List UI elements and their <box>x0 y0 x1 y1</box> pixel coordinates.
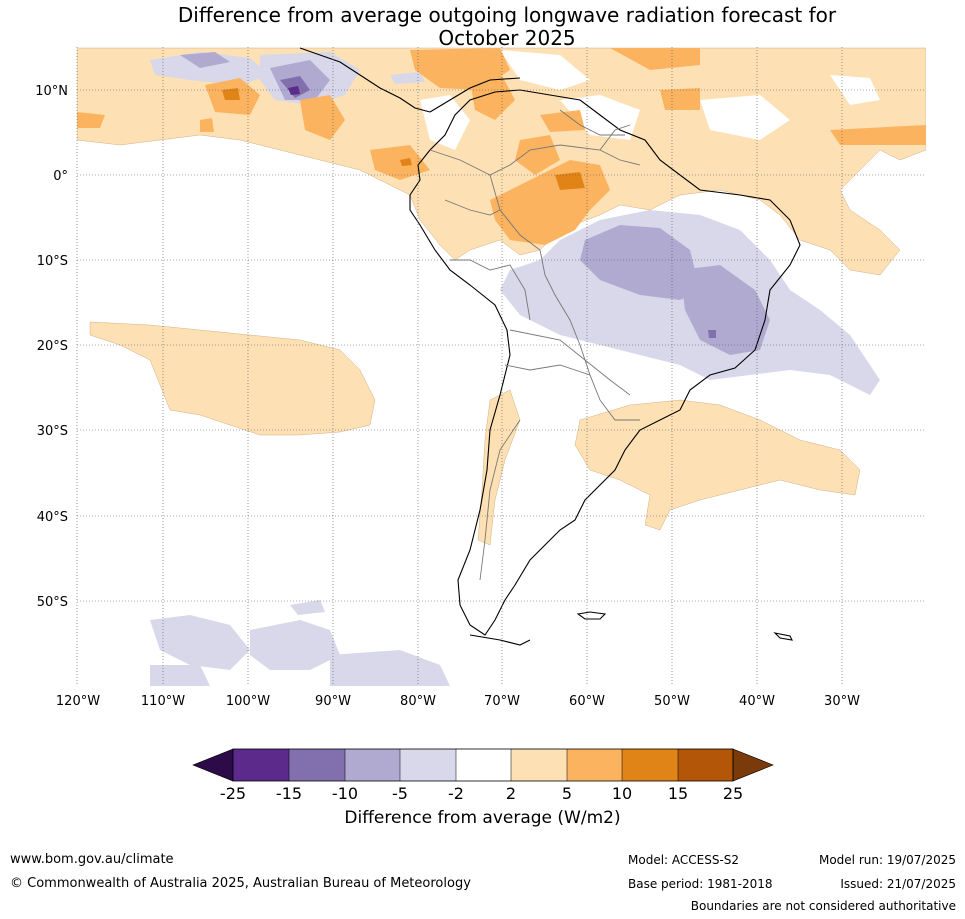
footer-disclaimer: Boundaries are not considered authoritat… <box>690 899 956 913</box>
title-line-1: Difference from average outgoing longwav… <box>177 3 837 27</box>
lon-label-60w: 60°W <box>569 694 605 709</box>
lon-label-110w: 110°W <box>141 694 185 709</box>
colorbar-extend-low <box>192 748 234 782</box>
colorbar-bin-5 <box>456 749 511 781</box>
lat-label-20s: 20°S <box>37 339 68 354</box>
lon-label-120w: 120°W <box>56 694 100 709</box>
footer-model-run: Model run: 19/07/2025 <box>818 853 956 867</box>
colorbar-tick-5: -2 <box>448 784 464 803</box>
colorbar-tick-4: -5 <box>392 784 408 803</box>
footer-copyright: © Commonwealth of Australia 2025, Austra… <box>10 876 471 891</box>
country-borders <box>429 109 641 581</box>
lon-label-80w: 80°W <box>400 694 436 709</box>
longitude-labels: 120°W 110°W 100°W 90°W 80°W 70°W 60°W 50… <box>56 694 860 709</box>
footer-url: www.bom.gov.au/climate <box>10 852 174 867</box>
tierra-del-fuego <box>469 634 531 646</box>
anomaly-2-5-se-pacific <box>89 321 376 436</box>
anomaly-neg-north-1 <box>150 52 270 85</box>
caribbean-coast <box>429 77 521 113</box>
lon-label-50w: 50°W <box>654 694 690 709</box>
colorbar-bin-8 <box>622 749 678 781</box>
colorbar-bin-1 <box>233 749 289 781</box>
colorbar-tick-6: 2 <box>506 784 516 803</box>
map-title: Difference from average outgoing longwav… <box>0 4 965 50</box>
lat-label-30s: 30°S <box>37 424 68 439</box>
anomaly-field <box>77 47 926 686</box>
colorbar-bin-2 <box>289 749 345 781</box>
footer-issued: Issued: 21/07/2025 <box>840 877 956 891</box>
lon-label-30w: 30°W <box>824 694 860 709</box>
south-georgia <box>773 632 793 641</box>
lon-label-40w: 40°W <box>739 694 775 709</box>
falkland-islands <box>576 611 607 620</box>
colorbar-tick-3: -10 <box>332 784 358 803</box>
lon-label-100w: 100°W <box>226 694 270 709</box>
lat-label-10n: 10°N <box>35 84 68 99</box>
colorbar: -25 -15 -10 -5 -2 2 5 10 15 25 <box>192 748 774 803</box>
central-america-coastline <box>299 47 431 113</box>
lon-label-90w: 90°W <box>315 694 351 709</box>
lat-label-40s: 40°S <box>37 510 68 525</box>
colorbar-extend-high <box>732 748 774 782</box>
lon-label-70w: 70°W <box>484 694 520 709</box>
coastlines <box>299 47 801 646</box>
colorbar-label: Difference from average (W/m2) <box>344 808 621 828</box>
colorbar-tick-2: -15 <box>276 784 302 803</box>
lat-label-10s: 10°S <box>37 254 68 269</box>
lat-label-50s: 50°S <box>37 595 68 610</box>
colorbar-bin-4 <box>400 749 456 781</box>
colorbar-tick-10: 25 <box>723 784 743 803</box>
colorbar-tick-7: 5 <box>562 784 572 803</box>
footer-model: Model: ACCESS-S2 <box>628 853 740 867</box>
colorbar-tick-1: -25 <box>220 784 246 803</box>
latitude-labels: 10°N 0° 10°S 20°S 30°S 40°S 50°S <box>35 84 68 610</box>
colorbar-tick-9: 15 <box>668 784 688 803</box>
title-line-2: October 2025 <box>438 26 576 50</box>
anomaly-2-5-south-atlantic <box>574 399 861 531</box>
colorbar-bin-9 <box>678 749 733 781</box>
footer-base-period: Base period: 1981-2018 <box>628 877 773 891</box>
south-america-coastline <box>409 89 801 636</box>
colorbar-bin-6 <box>511 749 567 781</box>
colorbar-bin-7 <box>567 749 622 781</box>
lat-label-0: 0° <box>53 169 68 184</box>
graticule <box>76 47 926 686</box>
colorbar-tick-8: 10 <box>612 784 632 803</box>
colorbar-bin-3 <box>345 749 400 781</box>
